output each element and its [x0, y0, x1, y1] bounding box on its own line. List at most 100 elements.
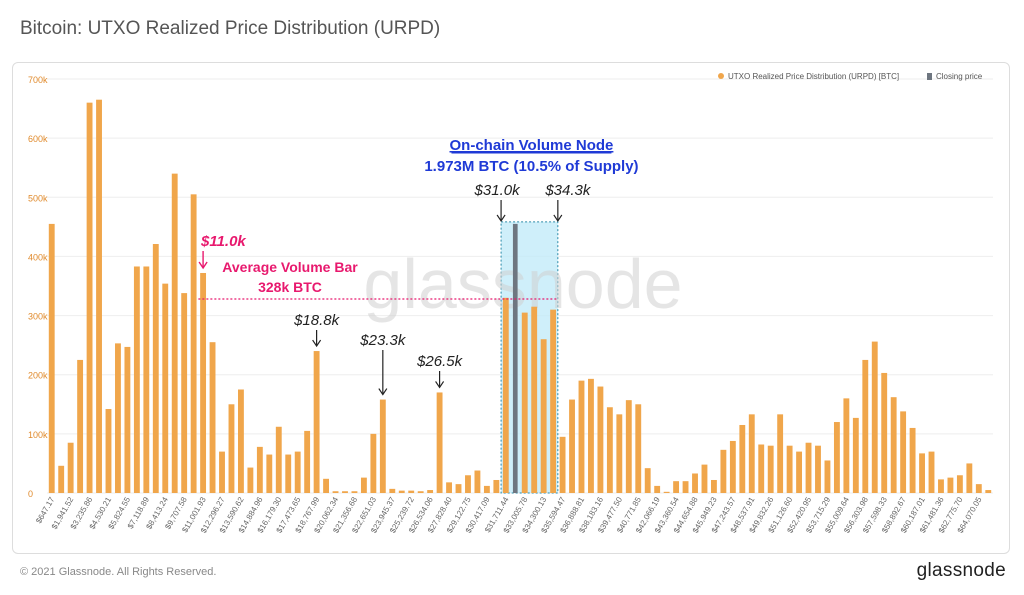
urpd-bar [673, 481, 680, 493]
urpd-bar [209, 342, 216, 493]
urpd-bar [313, 351, 320, 493]
urpd-bar [900, 411, 907, 493]
urpd-bar [294, 451, 301, 493]
urpd-bar [729, 440, 736, 493]
urpd-bar [427, 490, 434, 493]
price-label-23k-arrowhead [378, 388, 388, 396]
urpd-bar [200, 272, 207, 493]
urpd-bar [540, 339, 547, 493]
urpd-bar [493, 479, 500, 493]
y-tick-label: 0 [28, 489, 33, 499]
volume-node-highlight [500, 221, 559, 494]
urpd-bar [58, 465, 65, 493]
urpd-bar [474, 470, 481, 493]
urpd-bar [446, 482, 452, 493]
urpd-bar [219, 451, 225, 493]
urpd-bar [190, 194, 197, 494]
urpd-bar [748, 414, 755, 493]
urpd-bar [815, 445, 821, 493]
urpd-bar [389, 488, 396, 493]
urpd-bar [171, 173, 178, 493]
urpd-bar [115, 343, 121, 493]
urpd-bar [777, 414, 784, 493]
urpd-bar [909, 427, 916, 493]
urpd-bar [483, 485, 490, 493]
urpd-bar [247, 467, 254, 493]
arrowhead-11k [198, 261, 208, 270]
range-high-arrowhead [553, 214, 563, 222]
price-label-26k: $26.5k [416, 353, 464, 370]
urpd-bar [351, 491, 358, 493]
urpd-bar [48, 223, 55, 493]
y-tick-label: 700k [28, 75, 48, 85]
urpd-bar [105, 409, 112, 493]
urpd-bar [256, 446, 263, 493]
urpd-bar [275, 426, 282, 493]
y-tick-label: 300k [28, 312, 48, 322]
urpd-bar [862, 359, 869, 493]
urpd-bar [947, 477, 954, 493]
urpd-bar [143, 266, 150, 493]
y-tick-label: 100k [28, 430, 48, 440]
y-tick-label: 600k [28, 134, 48, 144]
urpd-bar [786, 445, 793, 493]
urpd-bar [635, 404, 642, 493]
urpd-bar [521, 312, 528, 493]
watermark: glassnode [363, 245, 682, 323]
urpd-bar [701, 464, 708, 493]
urpd-bar [578, 380, 585, 493]
glassnode-logo[interactable]: glassnode [916, 560, 1006, 581]
volume-node-title: On-chain Volume Node [450, 137, 614, 154]
chart-card: 0 100k 200k 300k 400k 500k 600k 700k glassnode $6… [12, 62, 1010, 554]
urpd-bar [682, 481, 689, 493]
legend-label-closing: Closing price [936, 72, 983, 81]
urpd-bar [228, 404, 235, 493]
urpd-bar [67, 442, 74, 493]
urpd-bar [398, 490, 405, 493]
urpd-bar [843, 398, 850, 493]
urpd-bar [181, 293, 188, 493]
urpd-bar [360, 477, 367, 493]
urpd-bar [852, 417, 859, 493]
urpd-bar [559, 436, 566, 493]
urpd-bar [569, 399, 575, 493]
urpd-bar [379, 399, 386, 493]
urpd-bar [956, 475, 963, 493]
urpd-bar [597, 386, 604, 493]
y-tick-label: 200k [28, 371, 48, 381]
urpd-bar [824, 460, 831, 493]
urpd-bar [616, 414, 623, 493]
urpd-bar [96, 99, 102, 493]
urpd-bar [796, 451, 803, 493]
urpd-bar [625, 400, 632, 493]
urpd-bar [644, 468, 651, 493]
urpd-bar [720, 449, 727, 493]
urpd-bar [928, 451, 935, 493]
range-low-arrowhead [496, 214, 506, 222]
urpd-bar [663, 491, 670, 493]
copyright-text: © 2021 Glassnode. All Rights Reserved. [20, 566, 217, 578]
legend-swatch-urpd [718, 73, 724, 79]
urpd-bar [739, 424, 746, 493]
urpd-bar [124, 346, 131, 493]
urpd-bar [919, 453, 925, 493]
closing-price-bar [512, 223, 518, 493]
urpd-bar [654, 485, 661, 493]
urpd-bar [985, 490, 992, 493]
urpd-bar [237, 389, 244, 493]
urpd-bar [285, 454, 292, 493]
urpd-bar [871, 341, 878, 493]
y-tick-label: 400k [28, 252, 48, 262]
urpd-bar [332, 491, 339, 493]
urpd-bar [133, 266, 140, 493]
urpd-bar [370, 433, 377, 493]
urpd-bar [455, 484, 462, 493]
urpd-bar [692, 473, 698, 493]
page-title: Bitcoin: UTXO Realized Price Distributio… [20, 18, 441, 39]
price-label-23k: $23.3k [359, 332, 407, 349]
urpd-bar [342, 491, 348, 493]
urpd-bar [938, 479, 944, 493]
urpd-bar [767, 445, 774, 493]
price-label-11k: $11.0k [200, 233, 246, 250]
average-volume-title: Average Volume Bar [222, 259, 358, 275]
